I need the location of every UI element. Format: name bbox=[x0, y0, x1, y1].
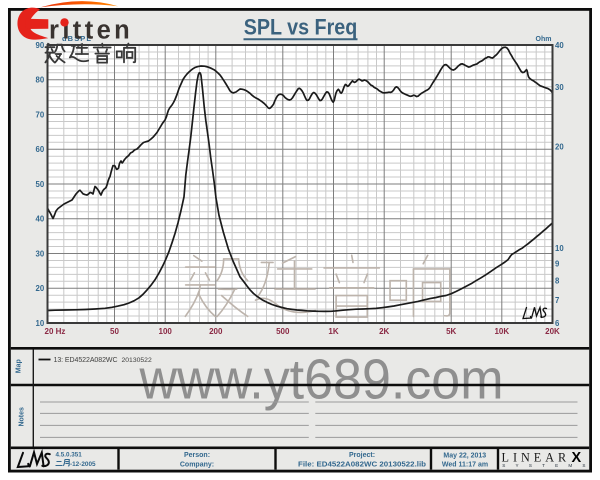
svg-text:Map: Map bbox=[16, 359, 23, 373]
svg-text:5K: 5K bbox=[446, 327, 456, 336]
svg-text:www.yt689.com: www.yt689.com bbox=[139, 348, 504, 412]
svg-text:-12-2005: -12-2005 bbox=[70, 461, 96, 468]
svg-text:SYSTEMS: SYSTEMS bbox=[502, 463, 595, 468]
svg-text:9: 9 bbox=[555, 259, 560, 268]
svg-text:Person:: Person: bbox=[184, 452, 210, 459]
svg-text:2K: 2K bbox=[379, 327, 389, 336]
svg-text:30: 30 bbox=[555, 83, 564, 92]
svg-text:60: 60 bbox=[36, 145, 45, 154]
svg-text:90: 90 bbox=[36, 41, 45, 50]
svg-text:6: 6 bbox=[555, 319, 560, 328]
svg-text:500: 500 bbox=[276, 327, 290, 336]
svg-text:50: 50 bbox=[110, 327, 119, 336]
svg-text:7: 7 bbox=[555, 296, 559, 305]
svg-text:X: X bbox=[572, 450, 582, 466]
svg-text:10K: 10K bbox=[494, 327, 509, 336]
svg-text:10: 10 bbox=[555, 244, 564, 253]
svg-text:Company:: Company: bbox=[180, 461, 214, 468]
svg-text:Project:: Project: bbox=[349, 452, 375, 459]
svg-text:File: ED4522A082WC 20130522.l: File: ED4522A082WC 20130522.lib bbox=[298, 459, 427, 468]
svg-text:200: 200 bbox=[209, 327, 223, 336]
svg-text:30: 30 bbox=[36, 249, 45, 258]
svg-text:SPL vs Freq: SPL vs Freq bbox=[244, 15, 358, 40]
svg-text:May 22, 2013: May 22, 2013 bbox=[443, 453, 486, 460]
svg-text:50: 50 bbox=[36, 180, 45, 189]
svg-text:4.5.0.351: 4.5.0.351 bbox=[56, 452, 83, 459]
svg-text:Ohm: Ohm bbox=[536, 36, 552, 43]
svg-text:20 Hz: 20 Hz bbox=[45, 327, 66, 336]
svg-text:10: 10 bbox=[36, 319, 45, 328]
svg-text:1K: 1K bbox=[328, 327, 338, 336]
svg-text:70: 70 bbox=[36, 110, 45, 119]
svg-text:8: 8 bbox=[555, 277, 560, 286]
svg-text:LINEAR: LINEAR bbox=[502, 450, 571, 464]
svg-text:dBSPL: dBSPL bbox=[62, 34, 91, 43]
svg-text:40: 40 bbox=[555, 41, 564, 50]
svg-text:20: 20 bbox=[555, 142, 564, 151]
svg-text:13: ED4522A082WC: 13: ED4522A082WC bbox=[54, 357, 118, 364]
svg-text:80: 80 bbox=[36, 76, 45, 85]
svg-text:40: 40 bbox=[36, 215, 45, 224]
svg-text:Notes: Notes bbox=[19, 407, 26, 427]
svg-text:20K: 20K bbox=[545, 327, 560, 336]
svg-text:100: 100 bbox=[159, 327, 173, 336]
svg-text:20: 20 bbox=[36, 284, 45, 293]
svg-text:20130522: 20130522 bbox=[122, 357, 152, 364]
svg-text:Wed 11:17 am: Wed 11:17 am bbox=[442, 461, 488, 468]
